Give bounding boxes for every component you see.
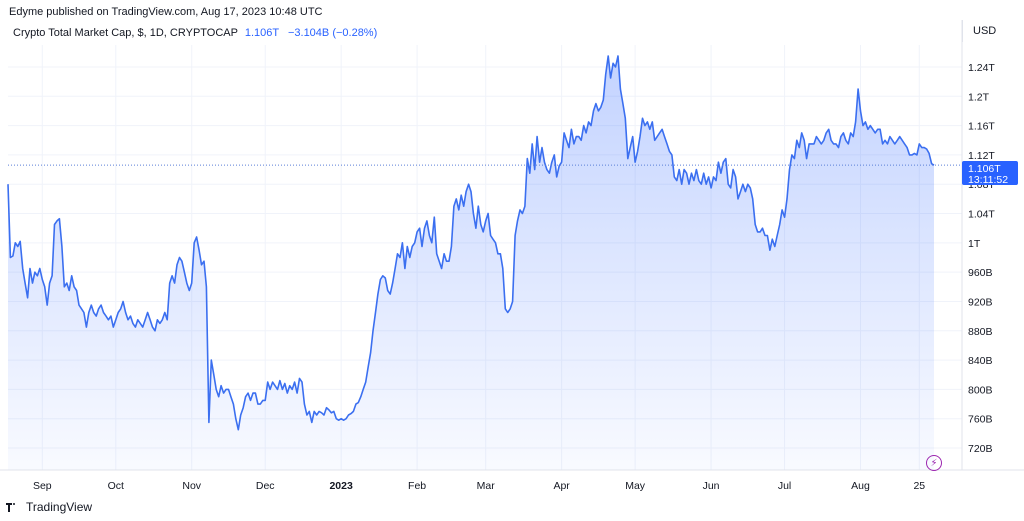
y-tick-label: 880B [968, 326, 993, 338]
y-tick-label: 840B [968, 355, 993, 367]
x-tick-label: May [625, 480, 646, 492]
x-tick-label: Dec [256, 480, 275, 492]
lightning-icon[interactable]: ⚡ [926, 455, 942, 471]
price-tag-countdown: 13:11:52 [968, 174, 1008, 186]
x-tick-label: Sep [33, 480, 52, 492]
x-tick-label: Feb [408, 480, 426, 492]
x-tick-label: 25 [913, 480, 925, 492]
price-line [7, 55, 935, 431]
y-tick-label: 760B [968, 414, 993, 426]
y-tick-label: 1T [968, 238, 981, 250]
x-tick-label: Oct [108, 480, 124, 492]
last-value: 1.106T [244, 27, 279, 39]
y-tick-label: 1.12T [968, 150, 995, 162]
series-area [7, 55, 962, 470]
y-tick-label: 1.2T [968, 91, 990, 103]
price-tag-value: 1.106T [968, 163, 1001, 175]
x-axis: Sep Oct Nov Dec 2023 Feb Mar Apr May Jun Jul Aug 25 [0, 469, 1024, 492]
y-tick-label: 1.04T [968, 209, 995, 221]
x-tick-label: 2023 [329, 480, 353, 492]
x-tick-label: Jun [703, 480, 720, 492]
x-tick-label: Aug [851, 480, 870, 492]
y-tick-label: 720B [968, 443, 993, 455]
x-tick-label: Mar [477, 480, 496, 492]
area-fill [8, 56, 934, 470]
tradingview-logo-icon [6, 502, 21, 512]
y-tick-label: 920B [968, 296, 993, 308]
symbol-legend: Crypto Total Market Cap, $, 1D, CRYPTOCA… [13, 27, 377, 39]
price-tag: 1.106T 13:11:52 [962, 161, 1018, 186]
publisher-line: Edyme published on TradingView.com, Aug … [9, 6, 323, 18]
change-value: −3.104B (−0.28%) [287, 27, 378, 39]
brand[interactable]: TradingView [6, 500, 92, 514]
x-tick-label: Jul [778, 480, 791, 492]
y-tick-label: 1.24T [968, 62, 995, 74]
x-tick-label: Apr [553, 480, 570, 492]
x-tick-label: Nov [182, 480, 201, 492]
y-tick-label: 1.16T [968, 121, 995, 133]
y-tick-label: 960B [968, 267, 993, 279]
y-tick-label: 800B [968, 384, 993, 396]
y-axis: 720B760B800B840B880B920B960B1T1.04T1.08T… [961, 20, 995, 470]
symbol-label[interactable]: Crypto Total Market Cap, $, 1D, CRYPTOCA… [13, 27, 238, 39]
brand-name: TradingView [26, 500, 93, 514]
